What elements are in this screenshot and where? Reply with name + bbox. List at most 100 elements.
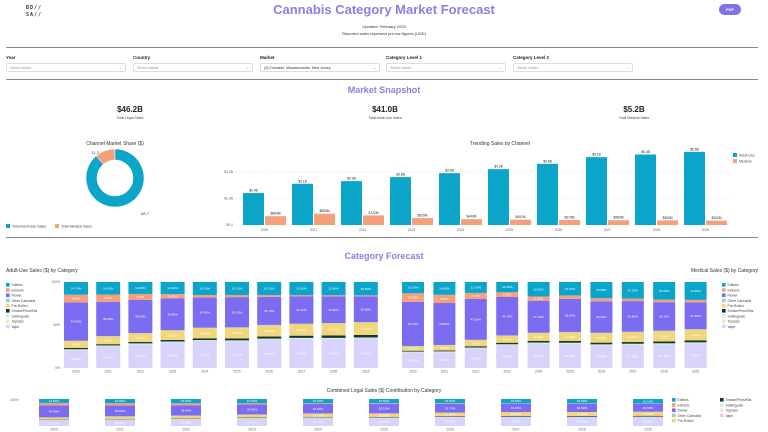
segment-label: 15.60% [511,399,522,403]
legend-label: Vape [12,325,20,329]
segment-pre-rolled-2028 [567,412,597,416]
segment-label: 34.90% [313,407,324,411]
legend-label: Sublinguals [12,314,30,318]
y-tick-label: $4.0B [224,170,234,174]
segment-label: 38.40% [135,315,146,319]
segment-edibles-2022 [171,399,201,404]
x-tick-label: 2028 [578,428,586,432]
segment-label: 12.50% [379,413,390,417]
segment-label: 44.70% [502,314,513,318]
segment-extracts-2026 [590,298,613,302]
chevron-down-icon: ⌄ [245,65,249,70]
segment-flower-2027 [501,403,531,413]
segment-label: 13.90% [135,286,146,290]
legend-label: Pre-Rolled [12,304,28,308]
segment-edibles-2029 [353,282,378,296]
segment-label: 14.50% [49,399,60,403]
x-tick-label: 2025 [566,370,574,374]
segment-extracts-2027 [289,295,314,297]
segment-label: 38.50% [565,314,576,318]
segment-flower-2021 [105,405,135,417]
legend-label: Pre-Rolled [678,419,694,423]
x-tick-label: 2028 [653,228,661,232]
bar-adult-use-2023 [390,177,411,225]
filter-select-category-level-2[interactable]: Select values ⌄ [513,63,633,72]
segment-flower-2027 [289,296,314,324]
y-tick-label: 0% [55,366,60,370]
chevron-down-icon: ⌄ [372,65,376,70]
filter-value: Select values [10,65,32,70]
segment-label: 27.60% [135,354,146,358]
segment-flower-2025 [369,403,399,414]
filter-select-market[interactable]: (3) Colorado, Massachusetts, New Jersey ⌄ [260,63,380,72]
segment-vape-2020 [39,420,69,426]
segment-label: 15.80% [115,399,126,403]
segment-extracts-2020 [402,293,424,302]
segment-label: 32.70% [445,406,456,410]
segment-label: 14.00% [577,412,588,416]
segment-flower-2026 [435,403,465,413]
segment-flower-2023 [496,296,519,336]
legend-swatch [733,153,737,157]
segment-smoke-pens-kits-2024 [192,338,217,341]
adult-category-title: Adult-Use Sales ($) by Category [6,268,78,274]
legend-label: Edibles [678,398,689,402]
segment-vape-2023 [496,345,519,368]
segment-edibles-2020 [402,282,424,294]
segment-edibles-2021 [96,282,121,295]
segment-smoke-pens-kits-2020 [402,350,424,352]
segment-edibles-2027 [289,282,314,296]
legend-label: Vape [728,325,736,329]
legend-swatch [672,418,676,423]
segment-label: 8.50% [104,296,113,300]
pdf-button[interactable]: PDF [719,4,741,15]
segment-label: 14.10% [167,286,178,290]
segment-extracts-2026 [257,295,282,297]
segment-label: 35.10% [379,407,390,411]
filter-value: Select values [137,65,159,70]
legend-swatch [720,398,724,402]
x-tick-label: 2021 [441,370,449,374]
bar-adult-use-2029 [684,151,705,225]
kpi-card: $46.2B Total Legal Sales [70,105,190,120]
segment-pre-rolled-2022 [171,415,201,419]
segment-label: 23.90% [115,421,126,425]
segment-label: 34.90% [200,311,211,315]
segment-label: 10.00% [135,336,146,340]
segment-flower-2023 [237,404,267,415]
segment-vape-2029 [684,343,707,368]
segment-label: 15.50% [361,287,372,291]
segment-smoke-pens-kits-2023 [160,339,185,342]
x-tick-label: 2029 [644,428,652,432]
legend-swatch [672,403,676,407]
bar-adult-use-2025 [488,169,509,225]
segment-vape-2024 [303,417,333,426]
segment-smoke-pens-kits-2024 [527,340,550,343]
segment-extracts-2021 [105,403,135,406]
segment-label: 14.50% [103,286,114,290]
segment-label: 15.40% [328,287,339,291]
segment-label: 48.80% [439,322,450,326]
legend-label: Edibles [12,283,23,287]
x-tick-label: 2026 [598,370,606,374]
filter-select-category-level-1[interactable]: Select values ⌄ [386,63,506,72]
x-tick-label: 2022 [472,370,480,374]
bar-data-label: $379M [564,215,574,219]
segment-label: 29.80% [643,406,654,410]
donut-slice-total-adult-use-sales [85,148,145,208]
segment-label: 38.40% [181,408,192,412]
segment-label: 15.10% [200,287,211,291]
filter-select-country[interactable]: Select values ⌄ [133,63,253,72]
segment-vape-2026 [590,345,613,368]
segment-edibles-2024 [527,282,550,297]
segment-pre-rolled-2025 [225,327,249,339]
segment-label: 15.10% [232,287,243,291]
x-tick-label: 2023 [408,228,416,232]
filter-select-year[interactable]: Select values ⌄ [6,63,126,72]
segment-edibles-2026 [257,282,282,296]
segment-pre-rolled-2022 [464,340,487,347]
segment-label: 30.80% [577,406,588,410]
segment-label: 18.30% [439,358,450,362]
segment-label: 7.00% [471,341,480,345]
kpi-label: Total Medical Sales [618,116,650,120]
